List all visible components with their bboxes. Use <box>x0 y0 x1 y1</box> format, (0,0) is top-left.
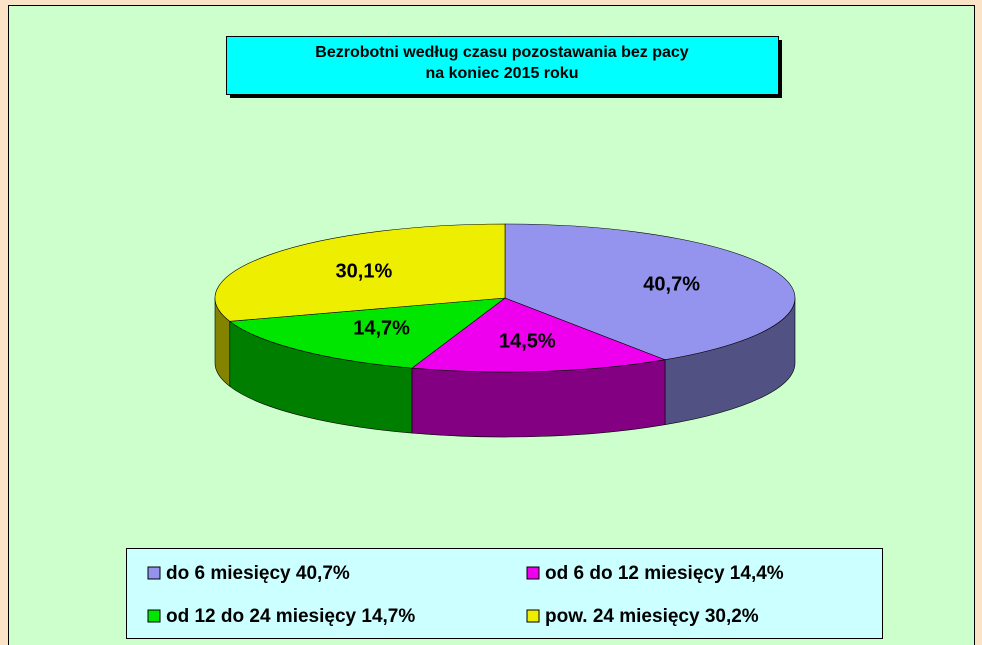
legend-label: od 12 do 24 miesięcy 14,7% <box>166 606 415 627</box>
data-label: 30,1% <box>336 260 393 282</box>
slice-side-shade <box>215 298 230 387</box>
legend-swatch <box>147 566 161 580</box>
legend-label: od 6 do 12 miesięcy 14,4% <box>545 563 784 584</box>
legend-swatch <box>147 609 161 623</box>
chart-title: na koniec 2015 roku <box>426 65 579 82</box>
legend: do 6 miesięcy 40,7% od 6 do 12 miesięcy 1… <box>147 563 784 627</box>
slice <box>411 297 667 373</box>
legend-label: do 6 miesięcy 40,7% <box>166 563 350 584</box>
slice-side-shade <box>229 321 412 434</box>
legend-swatch <box>526 609 540 623</box>
pie: 40,7% 14,5% 14,7% 30,1% <box>214 223 796 438</box>
data-label: 14,7% <box>353 318 410 340</box>
legend-swatch <box>526 566 540 580</box>
slice-side-shade <box>664 298 795 425</box>
slice <box>214 223 506 322</box>
legend-box <box>126 548 883 639</box>
data-label: 40,7% <box>643 273 700 295</box>
chart-title: Bezrobotni według czasu pozostawania bez… <box>315 44 689 61</box>
slice-side-shade <box>411 359 665 437</box>
legend-label: pow. 24 miesięcy 30,2% <box>545 606 759 627</box>
title-box <box>226 36 779 95</box>
data-label: 14,5% <box>499 330 556 352</box>
